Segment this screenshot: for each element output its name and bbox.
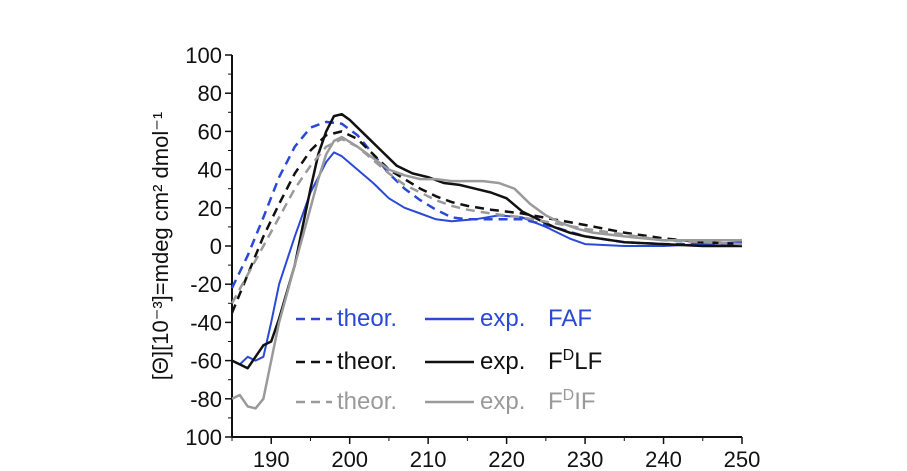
legend-exp-label: exp. bbox=[480, 388, 525, 415]
x-tick-label: 240 bbox=[645, 447, 682, 471]
y-tick-label: -60 bbox=[190, 349, 222, 374]
legend-peptide-label: FDLF bbox=[548, 347, 602, 375]
y-tick-label: 0 bbox=[210, 234, 222, 259]
series-fdlf-exp bbox=[231, 112, 742, 370]
x-tick-label: 190 bbox=[253, 447, 290, 471]
legend-peptide-label: FAF bbox=[548, 305, 592, 332]
y-tick-label: 100 bbox=[185, 43, 222, 68]
series-faf-exp bbox=[231, 151, 743, 366]
series-fdif-theor bbox=[230, 137, 743, 304]
series-fdif-exp bbox=[231, 135, 742, 410]
y-tick-label: 100 bbox=[185, 425, 222, 450]
x-tick-label: 230 bbox=[567, 447, 604, 471]
series-lines bbox=[230, 112, 743, 410]
x-tick-label: 200 bbox=[331, 447, 368, 471]
x-tick-label: 210 bbox=[410, 447, 447, 471]
legend-theor-label: theor. bbox=[337, 388, 397, 415]
x-tick-label: 220 bbox=[488, 447, 525, 471]
legend-row: theor. exp. FDLF bbox=[296, 347, 602, 375]
y-axis-label: [Θ][10⁻³]=mdeg cm² dmol⁻¹ bbox=[148, 112, 173, 380]
legend-row: theor. exp. FDIF bbox=[296, 387, 596, 415]
legend-exp-label: exp. bbox=[480, 305, 525, 332]
y-tick-label: 40 bbox=[198, 158, 222, 183]
legend-row: theor. exp. FAF bbox=[296, 305, 592, 332]
legend-theor-label: theor. bbox=[337, 305, 397, 332]
y-tick-label: -40 bbox=[190, 310, 222, 335]
y-tick-label: -20 bbox=[190, 272, 222, 297]
legend-peptide-label: FDIF bbox=[548, 387, 596, 415]
x-tick-label: 250 bbox=[724, 447, 761, 471]
y-tick-label: 80 bbox=[198, 81, 222, 106]
legend: theor. exp. FAF theor. exp. FDLF theor. exp. FDI… bbox=[296, 305, 602, 415]
y-tick-label: -80 bbox=[190, 387, 222, 412]
legend-theor-label: theor. bbox=[337, 348, 397, 375]
y-tick-label: 20 bbox=[198, 196, 222, 221]
series-fdlf-theor bbox=[230, 130, 743, 314]
y-tick-label: 60 bbox=[198, 119, 222, 144]
series-faf-theor bbox=[230, 120, 742, 289]
axes bbox=[225, 54, 743, 444]
legend-exp-label: exp. bbox=[480, 348, 525, 375]
